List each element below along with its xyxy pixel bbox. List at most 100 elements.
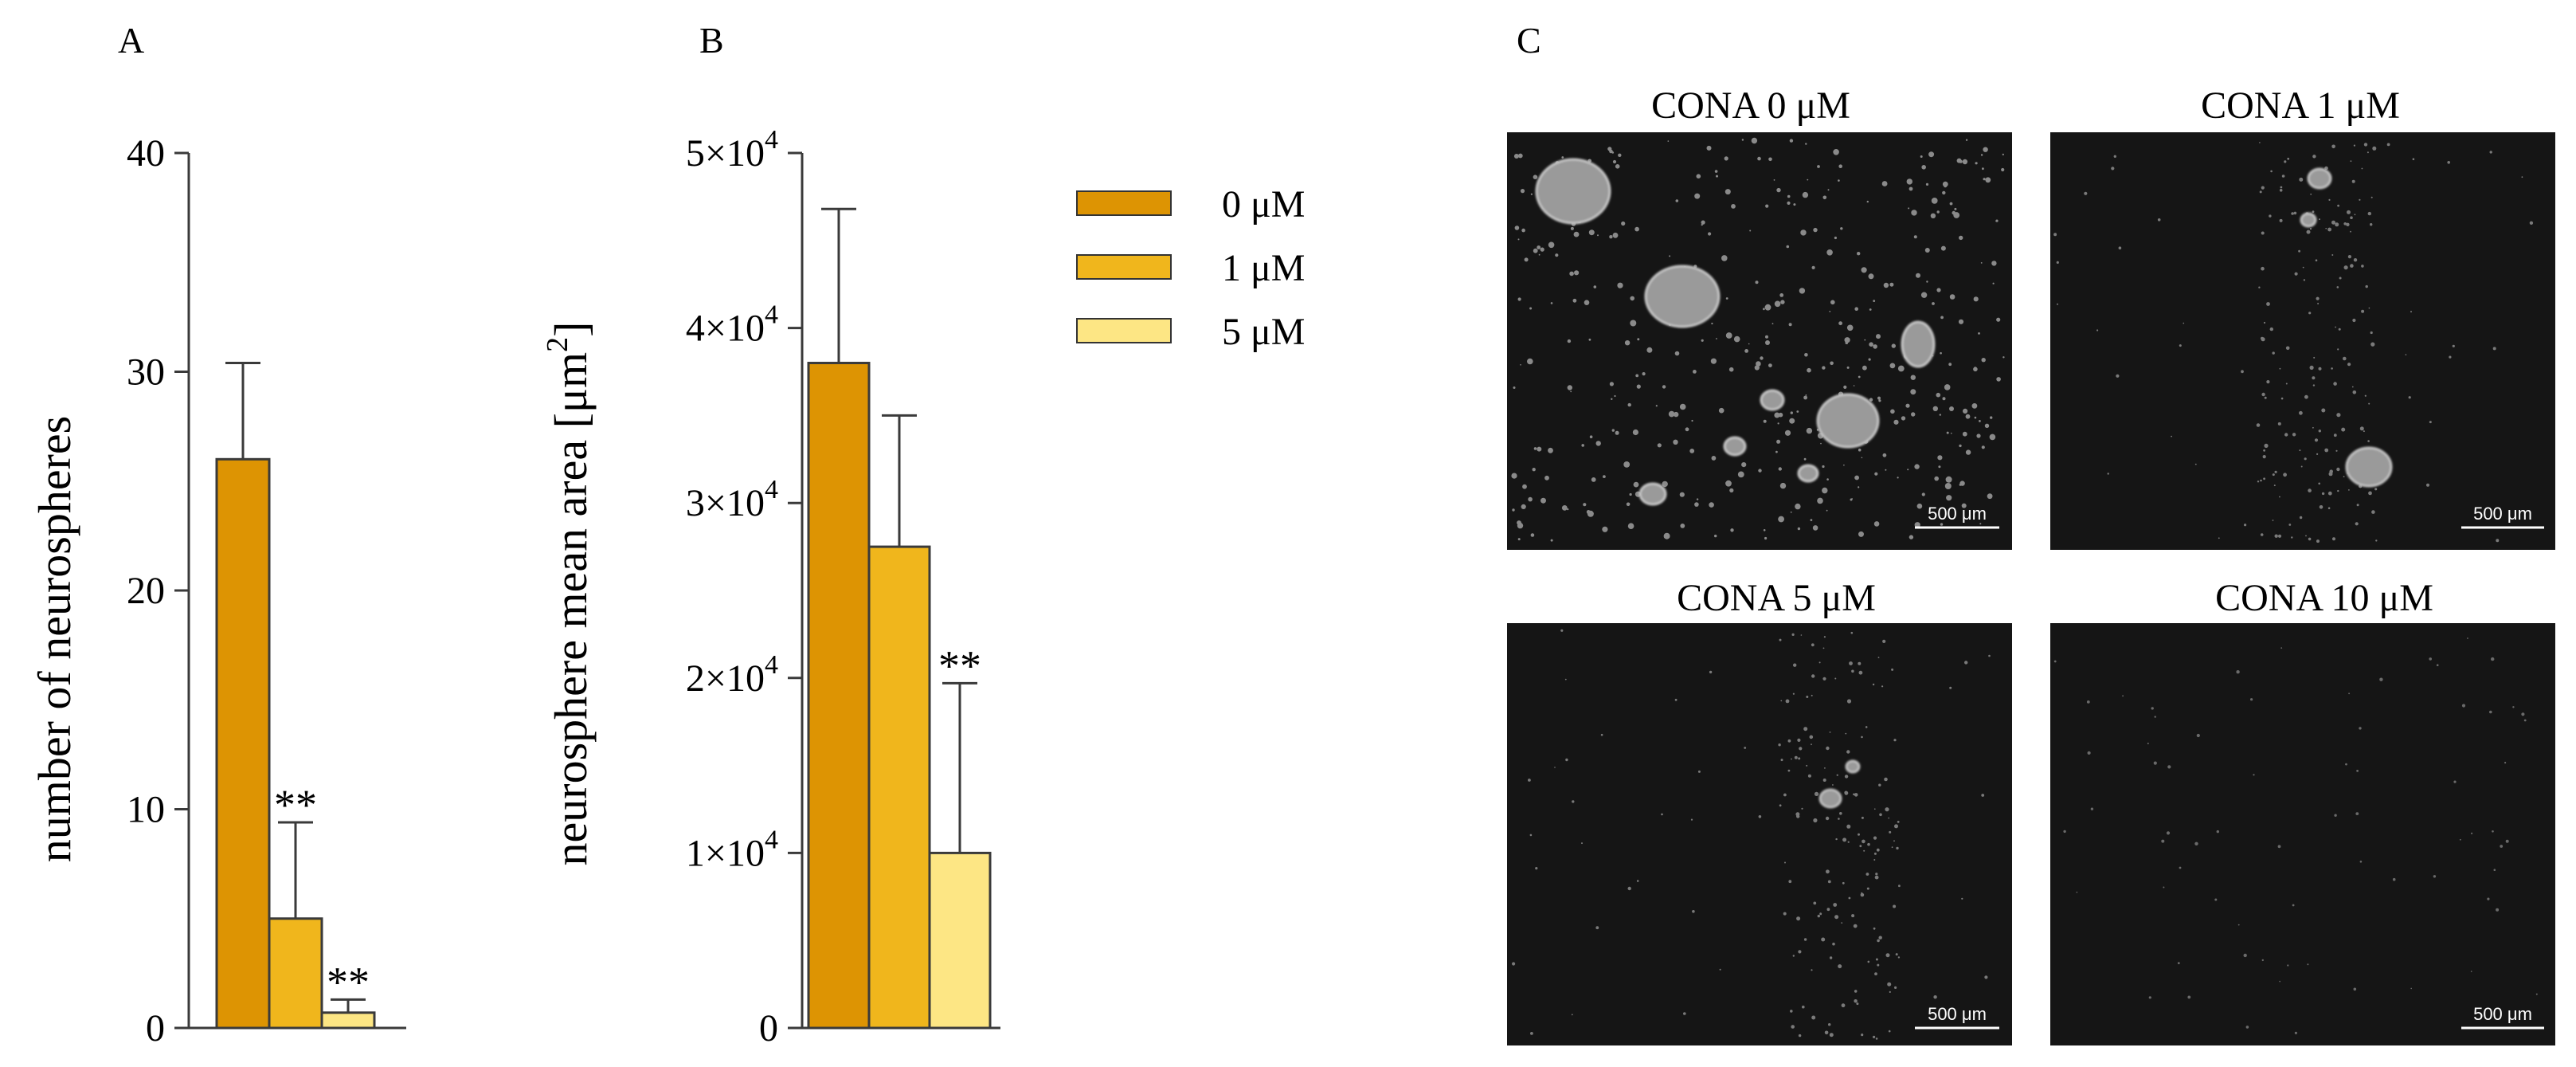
- micrograph-1: 500 μm: [2050, 132, 2555, 550]
- cell-debris: [1838, 179, 1840, 182]
- cell-debris: [1788, 880, 1792, 884]
- cell-debris: [1862, 839, 1865, 844]
- cell-debris: [2147, 743, 2149, 744]
- cell-debris: [1911, 210, 1917, 216]
- cell-debris: [2368, 307, 2370, 309]
- cell-debris: [1844, 337, 1850, 343]
- cell-debris: [2285, 382, 2288, 385]
- cell-debris: [1588, 338, 1591, 341]
- cell-debris: [1615, 430, 1619, 435]
- cell-debris: [1755, 280, 1759, 284]
- cell-debris: [1990, 416, 1993, 419]
- cell-debris: [2339, 277, 2342, 280]
- cell-debris: [1757, 156, 1761, 161]
- cell-debris: [1949, 202, 1953, 206]
- cell-debris: [1691, 419, 1693, 422]
- cell-debris: [2261, 231, 2265, 235]
- cell-debris: [2471, 832, 2473, 834]
- cell-debris: [1803, 457, 1807, 461]
- cell-debris: [1914, 464, 1920, 469]
- cell-debris: [1894, 824, 1898, 829]
- cell-debris: [1946, 495, 1952, 501]
- cell-debris: [1888, 817, 1889, 819]
- cell-debris: [1764, 304, 1771, 311]
- cell-debris: [1822, 366, 1826, 370]
- cell-debris: [1820, 442, 1822, 445]
- cell-debris: [2262, 455, 2266, 459]
- cell-debris: [1775, 450, 1778, 453]
- cell-debris: [1570, 390, 1572, 393]
- micrograph-title-3: CONA 10 μM: [2215, 577, 2433, 619]
- cell-debris: [1866, 200, 1869, 203]
- cell-debris: [1774, 412, 1780, 418]
- cell-debris: [1798, 1034, 1802, 1038]
- cell-debris: [1910, 389, 1916, 395]
- cell-debris: [1771, 323, 1774, 324]
- cell-debris: [1571, 1014, 1573, 1016]
- cell-debris: [2318, 482, 2320, 485]
- cell-debris: [1760, 356, 1764, 360]
- cell-debris: [1959, 444, 1962, 448]
- neurosphere-blob: [1644, 265, 1721, 328]
- cell-debris: [2304, 457, 2307, 461]
- cell-debris: [2335, 222, 2339, 227]
- cell-debris: [1984, 975, 1988, 979]
- cell-debris: [1724, 156, 1728, 161]
- cell-debris: [1627, 402, 1631, 407]
- legend-label-0: 0 μM: [1222, 183, 1305, 226]
- cell-debris: [1797, 738, 1801, 743]
- cell-debris: [2274, 534, 2278, 538]
- cell-debris: [1989, 433, 1996, 441]
- cell-debris: [2500, 845, 2504, 848]
- cell-debris: [1530, 533, 1535, 537]
- cell-debris: [2459, 838, 2461, 841]
- cell-debris: [1936, 392, 1941, 398]
- cell-debris: [1779, 293, 1784, 297]
- cell-debris: [1583, 503, 1587, 507]
- cell-debris: [2279, 367, 2281, 370]
- cell-debris: [1821, 937, 1826, 942]
- chart-b: neurosphere mean area [μm2] 0 1×104 2×104 3…: [541, 125, 1000, 1049]
- cell-debris: [2368, 402, 2370, 405]
- cell-debris: [1796, 410, 1799, 413]
- cell-debris: [1611, 429, 1615, 432]
- cell-debris: [1548, 447, 1553, 453]
- cell-debris: [2053, 233, 2057, 237]
- cell-debris: [2260, 479, 2262, 482]
- cell-debris: [2314, 438, 2319, 442]
- cell-debris: [2370, 196, 2373, 198]
- cell-debris: [1765, 204, 1769, 208]
- cell-debris: [1801, 807, 1803, 810]
- cell-debris: [2392, 877, 2396, 881]
- cell-debris: [2285, 346, 2290, 351]
- cell-debris: [2470, 971, 2472, 972]
- cell-debris: [1988, 654, 1991, 657]
- cell-debris: [2057, 303, 2058, 305]
- legend-swatch-2: [1076, 318, 1172, 343]
- cell-debris: [2277, 422, 2281, 426]
- cell-debris: [2299, 516, 2303, 520]
- cell-debris: [1581, 444, 1584, 447]
- cell-debris: [2291, 536, 2293, 539]
- cell-debris: [1888, 1030, 1891, 1033]
- cell-debris: [1858, 833, 1860, 836]
- cell-debris: [1906, 178, 1912, 185]
- cell-debris: [1846, 824, 1851, 829]
- cell-debris: [2280, 186, 2283, 189]
- cell-debris: [1873, 521, 1880, 527]
- cell-debris: [2241, 370, 2244, 374]
- cell-debris: [1612, 232, 1619, 238]
- cell-debris: [1696, 174, 1701, 178]
- cell-debris: [2343, 265, 2348, 270]
- chart-b-bar: [807, 362, 871, 1030]
- cell-debris: [1897, 477, 1899, 479]
- cell-debris: [1817, 497, 1823, 504]
- cell-debris: [1529, 307, 1533, 310]
- cell-debris: [1813, 227, 1818, 233]
- cell-debris: [1807, 367, 1811, 373]
- cell-debris: [1615, 164, 1620, 169]
- cell-debris: [2196, 733, 2200, 738]
- chart-a-significance: **: [274, 781, 317, 829]
- cell-debris: [1765, 335, 1768, 339]
- cell-debris: [1938, 465, 1941, 469]
